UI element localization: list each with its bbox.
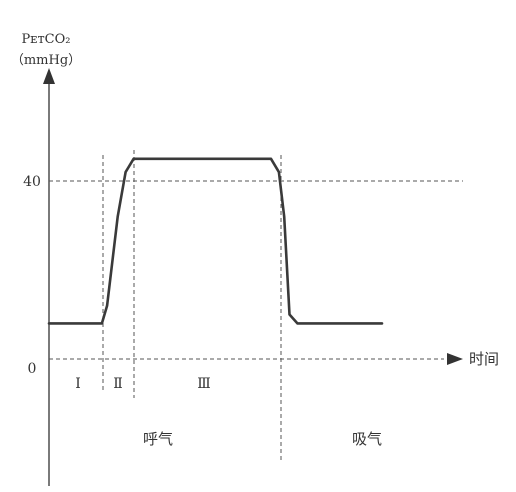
y-tick-label-40: 40 <box>23 174 41 190</box>
y-axis-label-parameter: PᴇᴛCO₂ <box>22 32 71 47</box>
phase-label-1: Ⅰ <box>75 376 81 392</box>
series-line-petco2 <box>47 157 384 325</box>
y-axis-label-unit: （mmHg） <box>11 53 81 68</box>
x-axis-label: 时间 <box>469 350 499 368</box>
y-tick-label-0: 0 <box>28 361 37 377</box>
phase-label-3: Ⅲ <box>197 376 211 392</box>
phase-label-2: Ⅱ <box>113 376 123 392</box>
region-label-inspiration: 吸气 <box>352 430 382 448</box>
region-label-expiration: 呼气 <box>143 430 173 448</box>
time-axis-arrow-icon <box>447 353 463 365</box>
y-axis-arrow-icon <box>43 68 55 84</box>
